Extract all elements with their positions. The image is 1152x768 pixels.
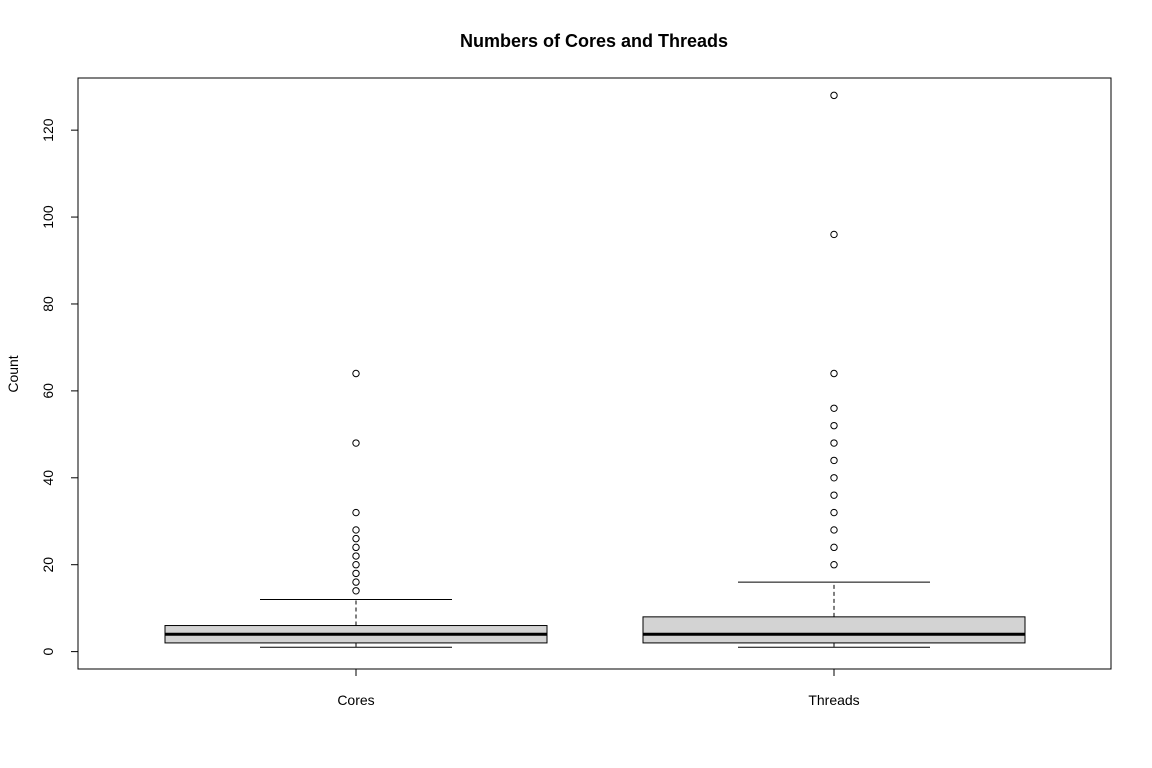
outlier-point [352, 439, 360, 447]
outlier-point [830, 369, 838, 378]
outlier-point [830, 91, 838, 100]
outlier-point [830, 561, 838, 569]
x-tick-label: Threads [808, 692, 859, 708]
box-cores [164, 369, 548, 648]
outlier-point [352, 569, 360, 578]
outlier-point [830, 404, 838, 412]
outlier-point [830, 508, 838, 517]
y-axis: 0 20 40 60 80 100 120 [40, 118, 79, 656]
iqr-box [642, 616, 1026, 644]
y-tick-label: 120 [40, 118, 56, 142]
outlier-point [830, 439, 838, 447]
y-tick-label: 80 [40, 296, 56, 312]
y-tick-label: 60 [40, 383, 56, 399]
outlier-point [830, 230, 838, 239]
outlier-point [352, 587, 360, 595]
outlier-point [352, 561, 360, 569]
outlier-point [352, 534, 360, 543]
box-threads [642, 91, 1026, 648]
outlier-point [830, 491, 838, 499]
y-axis-label: Count [5, 355, 21, 392]
outlier-point [830, 526, 838, 534]
outlier-point [352, 552, 360, 560]
outlier-point [352, 543, 360, 552]
chart-title: Numbers of Cores and Threads [460, 31, 728, 51]
boxes [164, 91, 1026, 648]
outlier-point [352, 508, 360, 517]
outlier-point [830, 474, 838, 482]
plot-frame [77, 77, 1112, 670]
y-tick-label: 20 [40, 557, 56, 573]
y-tick-label: 100 [40, 205, 56, 229]
outlier-point [352, 526, 360, 534]
x-tick-label: Cores [337, 692, 374, 708]
outlier-point [830, 543, 838, 552]
outlier-point [352, 578, 360, 586]
x-axis: Cores Threads [337, 668, 860, 708]
outlier-point [830, 421, 838, 430]
outlier-point [830, 456, 838, 465]
y-tick-label: 0 [40, 648, 56, 656]
y-tick-label: 40 [40, 470, 56, 486]
outlier-point [352, 369, 360, 378]
